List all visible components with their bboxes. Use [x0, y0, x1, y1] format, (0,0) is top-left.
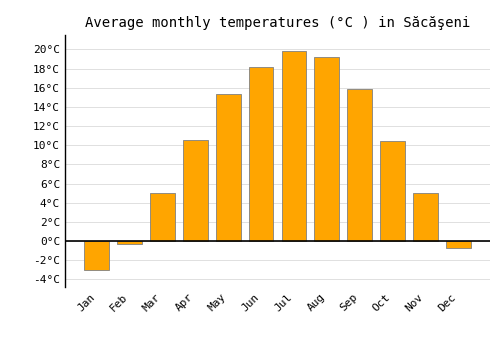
Bar	[150, 193, 174, 241]
Bar	[282, 51, 306, 241]
Bar	[84, 241, 109, 270]
Bar	[248, 66, 274, 241]
Bar	[183, 140, 208, 241]
Bar	[413, 193, 438, 241]
Bar	[117, 241, 142, 244]
Title: Average monthly temperatures (°C ) in Săcăşeni: Average monthly temperatures (°C ) in Să…	[85, 16, 470, 30]
Bar	[348, 89, 372, 241]
Bar	[314, 57, 339, 241]
Bar	[446, 241, 470, 248]
Bar	[380, 141, 405, 241]
Bar	[216, 94, 240, 241]
